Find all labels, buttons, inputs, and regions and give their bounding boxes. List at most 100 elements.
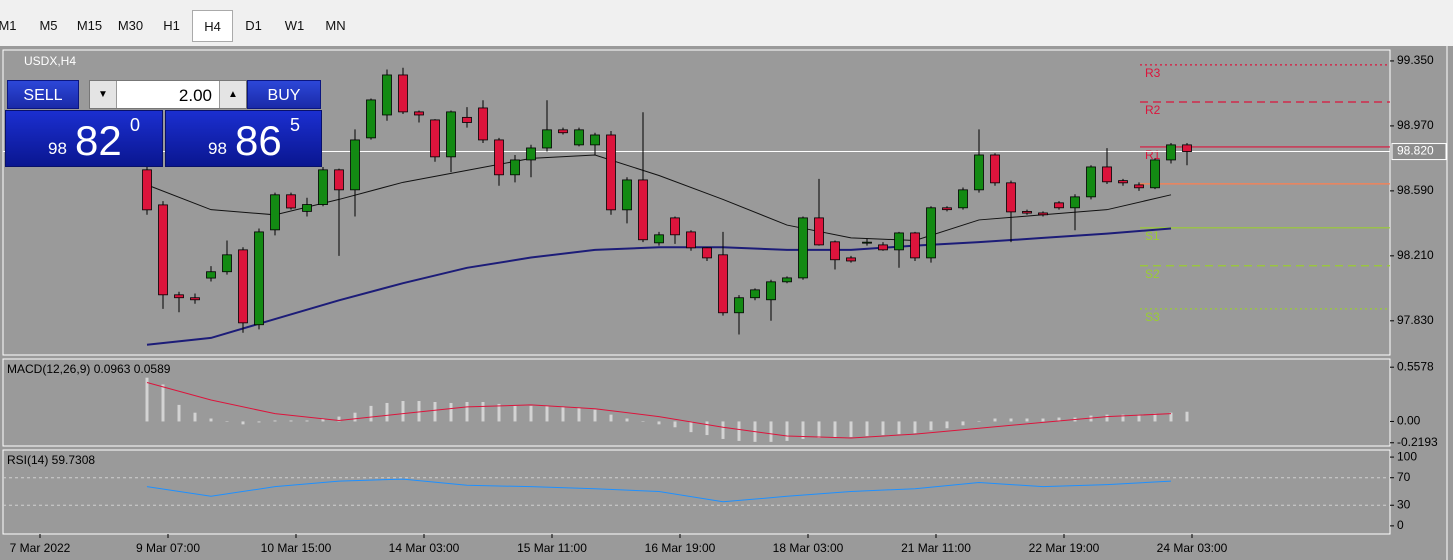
- macd-bar: [721, 421, 725, 439]
- pivot-label: S1: [1145, 229, 1160, 243]
- candle-body: [302, 204, 312, 212]
- candle-body: [942, 207, 952, 211]
- ask-price[interactable]: 98 86 5: [165, 110, 322, 167]
- sell-button[interactable]: SELL: [7, 80, 79, 109]
- candle-body: [382, 74, 392, 116]
- buy-button[interactable]: BUY: [247, 80, 321, 109]
- pivot-label: S2: [1145, 267, 1160, 281]
- y-tick-label: 0.5578: [1397, 359, 1434, 373]
- macd-bar: [513, 405, 517, 422]
- macd-bar: [961, 421, 965, 426]
- lots-input[interactable]: ▼ 2.00 ▲: [89, 80, 247, 109]
- macd-bar: [769, 421, 773, 442]
- candle-body: [798, 217, 808, 279]
- lots-value: 2.00: [178, 86, 212, 105]
- macd-bar: [369, 405, 373, 422]
- x-tick-label: 24 Mar 03:00: [1157, 541, 1228, 555]
- macd-bar: [881, 421, 885, 436]
- candle-body: [910, 232, 920, 259]
- candle-body: [558, 129, 568, 134]
- indicator-title: RSI(14) 59.7308: [7, 453, 95, 467]
- timeframe-button[interactable]: M1: [0, 18, 17, 33]
- candle-body: [462, 116, 472, 123]
- timeframe-button[interactable]: W1: [284, 18, 305, 33]
- candle-body: [894, 232, 904, 251]
- macd-bar: [1153, 413, 1157, 422]
- candle-body: [542, 129, 552, 149]
- macd-bar: [625, 418, 629, 422]
- candle-body: [270, 194, 280, 231]
- x-tick-label: 10 Mar 15:00: [261, 541, 332, 555]
- timeframe-button[interactable]: H4: [192, 10, 233, 42]
- panel-frame: [2, 358, 1391, 447]
- macd-bar: [657, 421, 661, 425]
- macd-bar: [417, 401, 421, 422]
- macd-bar: [1185, 411, 1189, 422]
- candle-body: [1070, 196, 1080, 209]
- candle-body: [1102, 166, 1112, 183]
- bid-price[interactable]: 98 82 0: [5, 110, 163, 167]
- macd-bar: [433, 401, 437, 422]
- candle-body: [686, 231, 696, 249]
- timeframe-button[interactable]: D1: [245, 18, 262, 33]
- macd-bar: [481, 401, 485, 422]
- pivot-label: S3: [1145, 310, 1160, 324]
- indicator-title: MACD(12,26,9) 0.0963 0.0589: [7, 362, 171, 376]
- timeframe-button[interactable]: M30: [117, 18, 144, 33]
- candle-body: [190, 297, 200, 301]
- y-tick-label: 98.210: [1397, 248, 1434, 262]
- macd-bar: [913, 421, 917, 434]
- macd-bar: [785, 421, 789, 441]
- macd-bar: [1041, 418, 1045, 422]
- macd-bar: [193, 412, 197, 422]
- macd-bar: [177, 404, 181, 422]
- macd-bar: [945, 421, 949, 429]
- candle-body: [1022, 210, 1032, 214]
- macd-bar: [865, 421, 869, 437]
- macd-bar: [609, 414, 613, 422]
- timeframe-button[interactable]: MN: [325, 18, 346, 33]
- lots-dropdown[interactable]: ▼: [90, 81, 117, 108]
- y-tick-label: 97.830: [1397, 313, 1434, 327]
- moving-average: [146, 227, 1172, 346]
- y-tick-label: 0: [1397, 518, 1404, 532]
- macd-bar: [673, 421, 677, 428]
- y-tick-label: 0.00: [1397, 414, 1421, 428]
- timeframe-button[interactable]: M15: [76, 18, 103, 33]
- candle-body: [590, 134, 600, 146]
- macd-bar: [145, 377, 149, 422]
- candle-body: [318, 169, 328, 205]
- candle-body: [398, 74, 408, 113]
- ask-big: 98: [208, 139, 227, 158]
- candle-body: [494, 139, 504, 176]
- ask-small: 5: [290, 115, 301, 135]
- candle-body: [990, 154, 1000, 184]
- current-price-tag: [1391, 143, 1447, 161]
- macd-bar: [993, 418, 997, 422]
- moving-average: [146, 154, 1172, 241]
- y-tick-label: 100: [1397, 449, 1417, 463]
- timeframe-button[interactable]: H1: [163, 18, 180, 33]
- lots-step[interactable]: ▲: [219, 81, 246, 108]
- y-tick-label: -0.2193: [1397, 435, 1438, 449]
- bid-main: 82: [75, 117, 122, 164]
- candle-body: [174, 294, 184, 299]
- candle-body: [670, 217, 680, 236]
- macd-bar: [545, 405, 549, 422]
- x-tick-label: 16 Mar 19:00: [645, 541, 716, 555]
- macd-bar: [641, 421, 645, 422]
- x-tick-label: 18 Mar 03:00: [773, 541, 844, 555]
- macd-bar: [385, 402, 389, 422]
- macd-bar: [689, 421, 693, 433]
- macd-bar: [737, 421, 741, 441]
- candle-body: [574, 129, 584, 146]
- macd-bar: [353, 412, 357, 422]
- candle-body: [1118, 180, 1128, 184]
- x-tick-label: 7 Mar 2022: [10, 541, 71, 555]
- candle-body: [1038, 212, 1048, 216]
- candle-body: [1006, 182, 1016, 213]
- timeframe-button[interactable]: M5: [39, 18, 58, 33]
- candle-body: [974, 154, 984, 191]
- candle-body: [846, 257, 856, 262]
